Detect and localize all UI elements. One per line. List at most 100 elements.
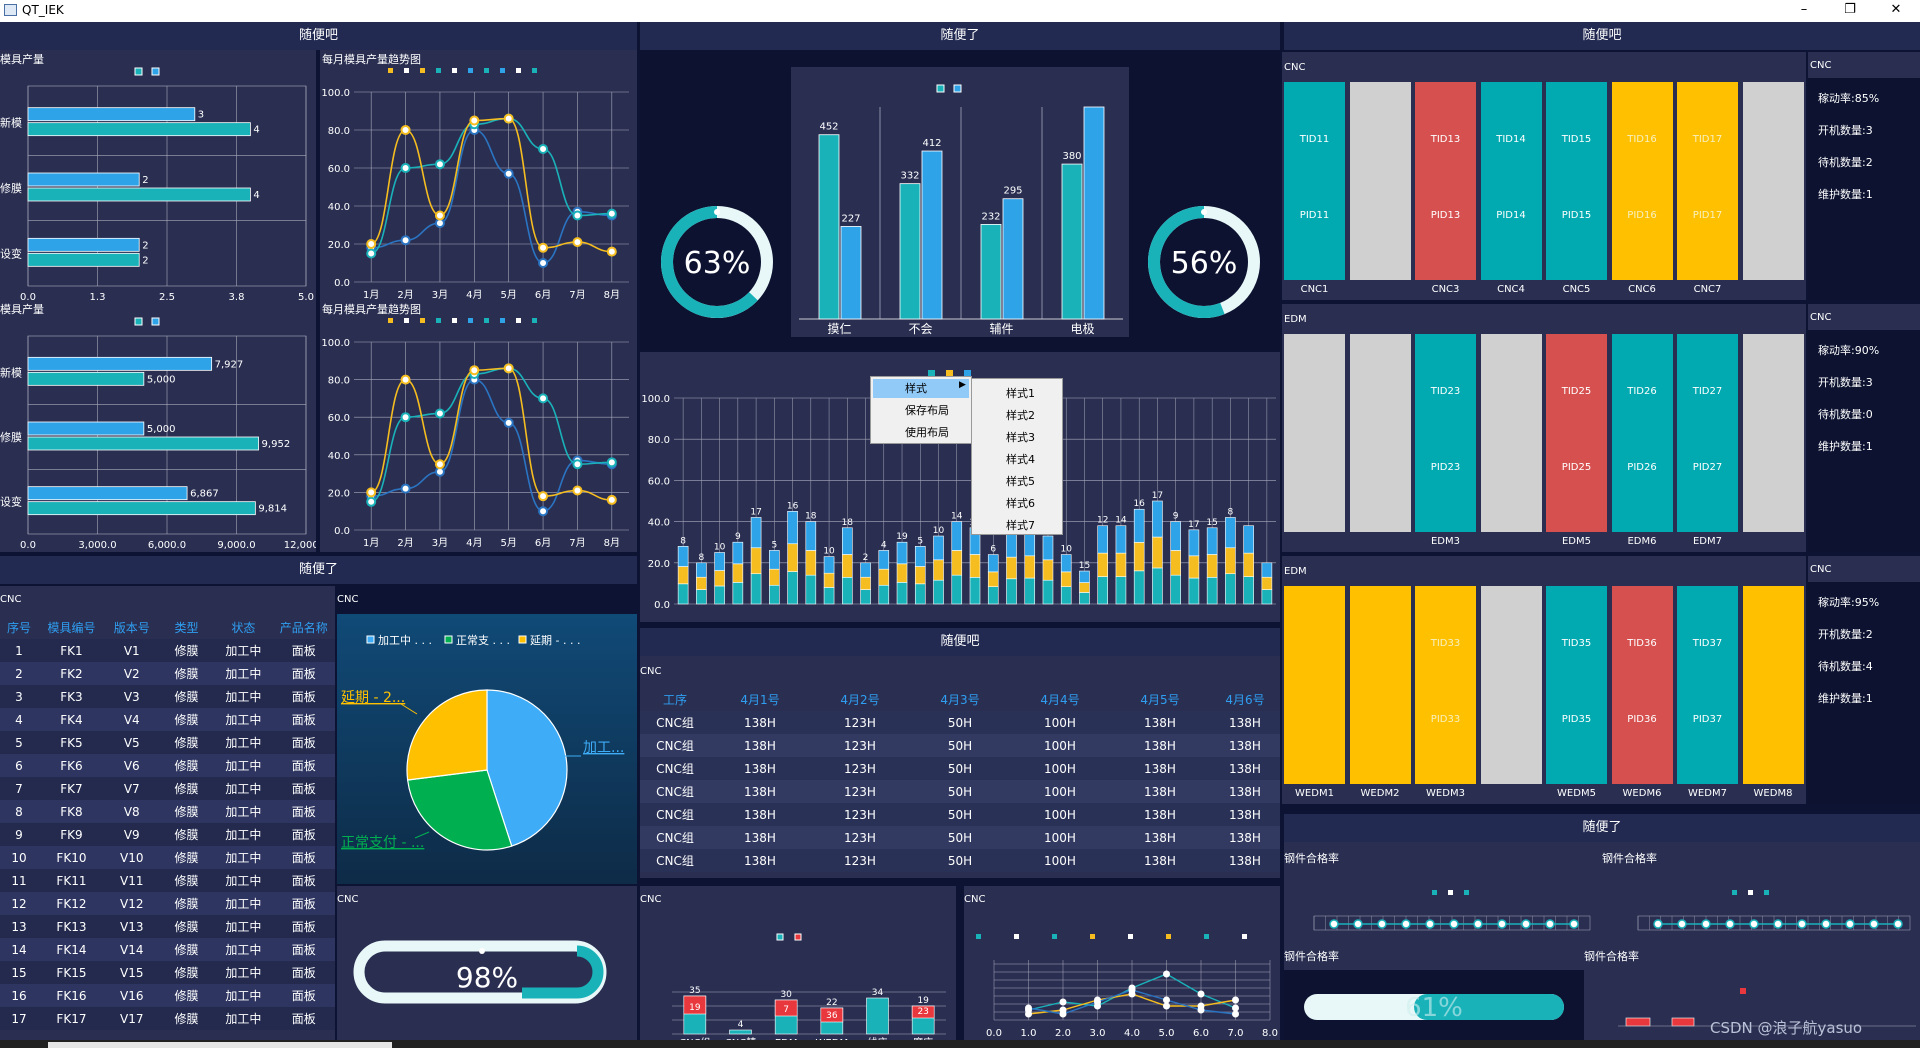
- table-row[interactable]: 17 FK17 V17 修膜 加工中 面板: [0, 1007, 335, 1030]
- machine-tile[interactable]: TID13 PID13: [1415, 82, 1476, 280]
- column-header[interactable]: 4月1号: [740, 693, 780, 707]
- machine-group-edm: EDM TID23 PID23 EDM3 TID25 PID25 EDM5 TID26 PID2…: [1282, 304, 1806, 552]
- table-row[interactable]: 2 FK2 V2 修膜 加工中 面板: [0, 662, 335, 685]
- submenu-item-style5[interactable]: 样式5: [1006, 475, 1035, 488]
- horizontal-scrollbar[interactable]: [48, 1042, 392, 1048]
- table-row[interactable]: CNC组 138H 123H 50H 100H 138H 138H: [640, 711, 1280, 734]
- data-point: [538, 491, 549, 502]
- column-header[interactable]: 模具编号: [47, 621, 96, 635]
- table-row[interactable]: CNC组 138H 123H 50H 100H 138H 138H: [640, 757, 1280, 780]
- table-row[interactable]: 9 FK9 V9 修膜 加工中 面板: [0, 823, 335, 846]
- machine-tile[interactable]: TID15 PID15: [1546, 82, 1607, 280]
- table-cell: 修膜: [174, 736, 199, 750]
- table-cell: FK11: [56, 873, 87, 888]
- column-header[interactable]: 类型: [174, 621, 199, 635]
- small-line-panel: [964, 886, 1280, 1048]
- machine-tile[interactable]: TID17 PID17: [1677, 82, 1738, 280]
- submenu-item-style7[interactable]: 样式7: [1006, 519, 1035, 532]
- stack-seg-a: [1097, 576, 1108, 605]
- table-row[interactable]: 10 FK10 V10 修膜 加工中 面板: [0, 846, 335, 869]
- column-header[interactable]: 产品名称: [279, 621, 328, 635]
- table-row[interactable]: CNC组 138H 123H 50H 100H 138H 138H: [640, 780, 1280, 803]
- table-row[interactable]: 4 FK4 V4 修膜 加工中 面板: [0, 708, 335, 731]
- table-row[interactable]: 1 FK1 V1 修膜 加工中 面板: [0, 639, 335, 662]
- table-row[interactable]: 8 FK8 V8 修膜 加工中 面板: [0, 800, 335, 823]
- table-row[interactable]: 16 FK16 V16 修膜 加工中 面板: [0, 984, 335, 1007]
- table-row[interactable]: 14 FK14 V14 修膜 加工中 面板: [0, 938, 335, 961]
- menu-item-style[interactable]: 样式: [905, 382, 927, 395]
- column-header[interactable]: 工序: [662, 693, 687, 707]
- machine-tile[interactable]: [1349, 586, 1411, 784]
- machine-tile[interactable]: TID26 PID26: [1611, 334, 1673, 532]
- machine-tile[interactable]: [1349, 82, 1411, 280]
- column-header[interactable]: 4月5号: [1140, 693, 1180, 707]
- machine-pid: PID23: [1430, 462, 1461, 473]
- table-row[interactable]: CNC组 138H 123H 50H 100H 138H 138H: [640, 849, 1280, 872]
- submenu-item-style2[interactable]: 样式2: [1006, 409, 1035, 422]
- bar-series-b: [1083, 106, 1105, 320]
- table-cell: 138H: [744, 738, 776, 753]
- submenu-item-style1[interactable]: 样式1: [1006, 387, 1035, 400]
- menu-item-use-layout[interactable]: 使用布局: [905, 426, 949, 439]
- submenu-item-style4[interactable]: 样式4: [1006, 453, 1035, 466]
- submenu-item-style3[interactable]: 样式3: [1006, 431, 1035, 444]
- machine-tile[interactable]: TID27 PID27: [1677, 334, 1738, 532]
- machine-tile[interactable]: [1480, 586, 1542, 784]
- machine-tile[interactable]: TID33 PID33: [1415, 586, 1476, 784]
- table-cell: 面板: [291, 1012, 316, 1026]
- machine-tile[interactable]: TID25 PID25: [1546, 334, 1607, 532]
- menu-item-save-layout[interactable]: 保存布局: [905, 404, 949, 417]
- table-row[interactable]: 3 FK3 V3 修膜 加工中 面板: [0, 685, 335, 708]
- column-header[interactable]: 4月6号: [1225, 693, 1265, 707]
- machine-tile[interactable]: [1742, 586, 1804, 784]
- table-row[interactable]: 12 FK12 V12 修膜 加工中 面板: [0, 892, 335, 915]
- column-header[interactable]: 4月4号: [1040, 693, 1080, 707]
- machine-tile[interactable]: TID35 PID35: [1546, 586, 1607, 784]
- table-row[interactable]: CNC组 138H 123H 50H 100H 138H 138H: [640, 803, 1280, 826]
- machine-tile[interactable]: TID14 PID14: [1480, 82, 1542, 280]
- table-cell: 16: [11, 988, 27, 1003]
- table-row[interactable]: 15 FK15 V15 修膜 加工中 面板: [0, 961, 335, 984]
- machine-tile[interactable]: TID36 PID36: [1611, 586, 1673, 784]
- y-tick-label: 60.0: [328, 413, 350, 424]
- machine-name: WEDM7: [1688, 788, 1727, 799]
- machine-tile[interactable]: [1742, 82, 1804, 280]
- gauge-4: 61%: [1304, 993, 1564, 1023]
- machine-pid: PID33: [1430, 714, 1461, 725]
- minimize-button[interactable]: –: [1800, 2, 1808, 17]
- column-header[interactable]: 4月3号: [940, 693, 980, 707]
- machine-tile[interactable]: TID16 PID16: [1611, 82, 1673, 280]
- bar-series-b: [27, 187, 251, 202]
- quality-label-3: 钢件合格率: [1284, 950, 1339, 963]
- machine-tid: TID25: [1561, 386, 1592, 397]
- column-header[interactable]: 4月2号: [840, 693, 880, 707]
- machine-pid: PID25: [1561, 462, 1592, 473]
- table-cell: 修膜: [174, 805, 199, 819]
- table-row[interactable]: 5 FK5 V5 修膜 加工中 面板: [0, 731, 335, 754]
- machine-tile[interactable]: TID23 PID23: [1415, 334, 1476, 532]
- machine-tile[interactable]: [1349, 334, 1411, 532]
- machine-tile[interactable]: [1284, 586, 1345, 784]
- table-row[interactable]: CNC组 138H 123H 50H 100H 138H 138H: [640, 734, 1280, 757]
- column-header[interactable]: 状态: [231, 621, 256, 635]
- table-row[interactable]: 11 FK11 V11 修膜 加工中 面板: [0, 869, 335, 892]
- machine-tile[interactable]: TID11 PID11: [1284, 82, 1345, 280]
- machine-tile[interactable]: [1284, 334, 1345, 532]
- table-cell: 123H: [844, 830, 876, 845]
- column-header[interactable]: 版本号: [113, 621, 150, 635]
- maximize-button[interactable]: ❐: [1844, 2, 1856, 17]
- table-row[interactable]: CNC组 138H 123H 50H 100H 138H 138H: [640, 826, 1280, 849]
- machine-tile[interactable]: TID37 PID37: [1677, 586, 1738, 784]
- table-row[interactable]: 6 FK6 V6 修膜 加工中 面板: [0, 754, 335, 777]
- legend-swatch: [484, 318, 489, 323]
- data-point: [606, 246, 617, 257]
- x-tick-label: 7月: [569, 537, 585, 549]
- machine-tile[interactable]: [1742, 334, 1804, 532]
- stack-total-label: 5: [771, 540, 777, 550]
- table-row[interactable]: 13 FK13 V13 修膜 加工中 面板: [0, 915, 335, 938]
- table-row[interactable]: 7 FK7 V7 修膜 加工中 面板: [0, 777, 335, 800]
- close-button[interactable]: ✕: [1890, 2, 1902, 17]
- column-header[interactable]: 序号: [6, 621, 31, 635]
- machine-tile[interactable]: [1480, 334, 1542, 532]
- submenu-item-style6[interactable]: 样式6: [1006, 497, 1035, 510]
